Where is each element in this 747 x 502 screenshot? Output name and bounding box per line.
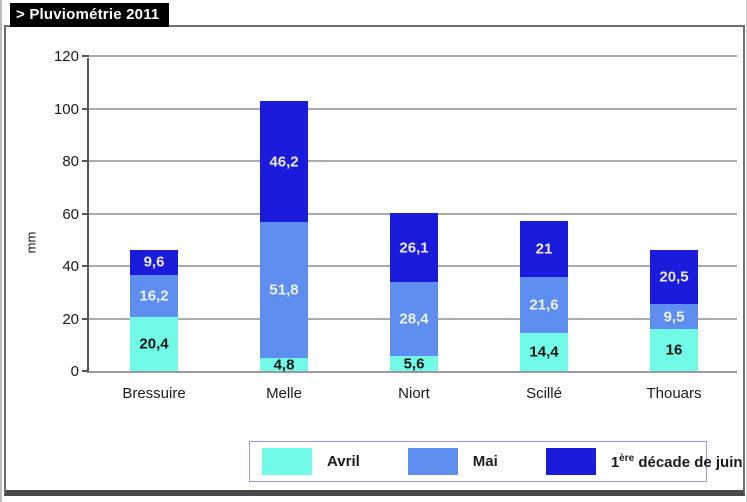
- y-tickmark-20: [82, 317, 89, 320]
- legend-item: Avril: [262, 448, 408, 475]
- y-tick-label: 0: [70, 363, 79, 380]
- gridline-120: [89, 55, 737, 57]
- category-slot-scillé: 14,4 21,6 21 Scillé: [479, 58, 609, 402]
- y-tick-label: 20: [62, 310, 79, 328]
- y-axis-label: mm: [23, 231, 39, 254]
- legend-swatch: [262, 448, 312, 475]
- x-category-label: Bressuire: [122, 385, 186, 402]
- x-category-label: Melle: [266, 385, 302, 402]
- y-tickmark-100: [82, 107, 89, 110]
- legend-label: Mai: [472, 453, 498, 470]
- chart-frame: 0 20 40 60 80 100 120 20,4 16,2 9,6 Bressuire 4,8 51…: [4, 25, 745, 496]
- bar-value-label: 16,2: [139, 287, 169, 305]
- y-tickmark-60: [82, 212, 89, 215]
- y-tick-label: 80: [62, 153, 79, 170]
- bar-value-label: 5,6: [403, 355, 425, 373]
- bar-value-label: 9,6: [143, 253, 165, 271]
- category-slot-niort: 5,6 28,4 26,1 Niort: [349, 58, 479, 402]
- bar-value-label: 51,8: [269, 281, 299, 299]
- x-category-label: Scillé: [526, 385, 562, 402]
- bar-value-label: 4,8: [273, 356, 295, 374]
- bar-segment: 9,5: [650, 304, 698, 329]
- bar-segment: 28,4: [390, 281, 438, 357]
- legend-swatch: [545, 448, 596, 475]
- legend-label: Avril: [327, 453, 360, 470]
- y-tickmark-120: [82, 55, 89, 57]
- y-tickmark-40: [82, 265, 89, 267]
- bar-segment: 26,1: [390, 213, 438, 282]
- category-slot-melle: 4,8 51,8 46,2 Melle: [219, 58, 349, 402]
- category-slot-bressuire: 20,4 16,2 9,6 Bressuire: [89, 58, 219, 402]
- bar-segment: 9,6: [130, 249, 178, 275]
- bar-segment: 16,2: [130, 274, 178, 318]
- bar-value-label: 16: [665, 341, 683, 359]
- legend-item: 1ère décade de juin: [545, 448, 746, 475]
- bar-value-label: 20,5: [659, 268, 689, 286]
- bar-value-label: 26,1: [399, 239, 429, 256]
- bar-value-label: 9,5: [663, 308, 685, 326]
- bar-value-label: 21,6: [529, 296, 559, 314]
- y-tickmark-80: [82, 160, 89, 162]
- chart-title: > Pluviométrie 2011: [10, 3, 170, 27]
- bar-segment: 14,4: [520, 333, 568, 371]
- plot-area: 0 20 40 60 80 100 120 20,4 16,2 9,6 Bressuire 4,8 51…: [54, 48, 739, 402]
- bar-value-label: 14,4: [529, 343, 559, 361]
- bar-value-label: 21: [535, 240, 553, 258]
- legend-swatch: [407, 448, 458, 475]
- x-category-label: Niort: [398, 385, 430, 402]
- bar-segment: 5,6: [390, 355, 438, 373]
- gridline-80: [89, 160, 737, 162]
- bar-value-label: 20,4: [139, 335, 169, 353]
- y-tick-label: 120: [53, 48, 79, 65]
- x-category-label: Thouars: [646, 385, 702, 402]
- legend: Avril Mai 1ère décade de juin: [249, 441, 743, 482]
- bar-segment: 16: [650, 329, 698, 371]
- category-slot-thouars: 16 9,5 20,5 Thouars: [609, 58, 739, 402]
- bar-segment: 20,4: [130, 317, 178, 371]
- bar-segment: 51,8: [260, 222, 308, 359]
- y-tick-label: 60: [62, 205, 79, 223]
- gridline-100: [89, 107, 737, 110]
- bar-segment: 21,6: [520, 276, 568, 334]
- legend-item: Mai: [407, 448, 546, 475]
- bar-value-label: 46,2: [269, 153, 299, 171]
- y-tickmark-0: [82, 370, 89, 372]
- bar-segment: 46,2: [260, 101, 308, 223]
- bar-value-label: 28,4: [399, 310, 429, 328]
- bar-segment: 21: [520, 221, 568, 277]
- bar-segment: 20,5: [650, 250, 698, 305]
- y-tick-label: 40: [62, 258, 79, 275]
- legend-label: 1ère décade de juin: [610, 452, 743, 471]
- bar-segment: 4,8: [260, 356, 308, 374]
- y-tick-label: 100: [53, 100, 79, 118]
